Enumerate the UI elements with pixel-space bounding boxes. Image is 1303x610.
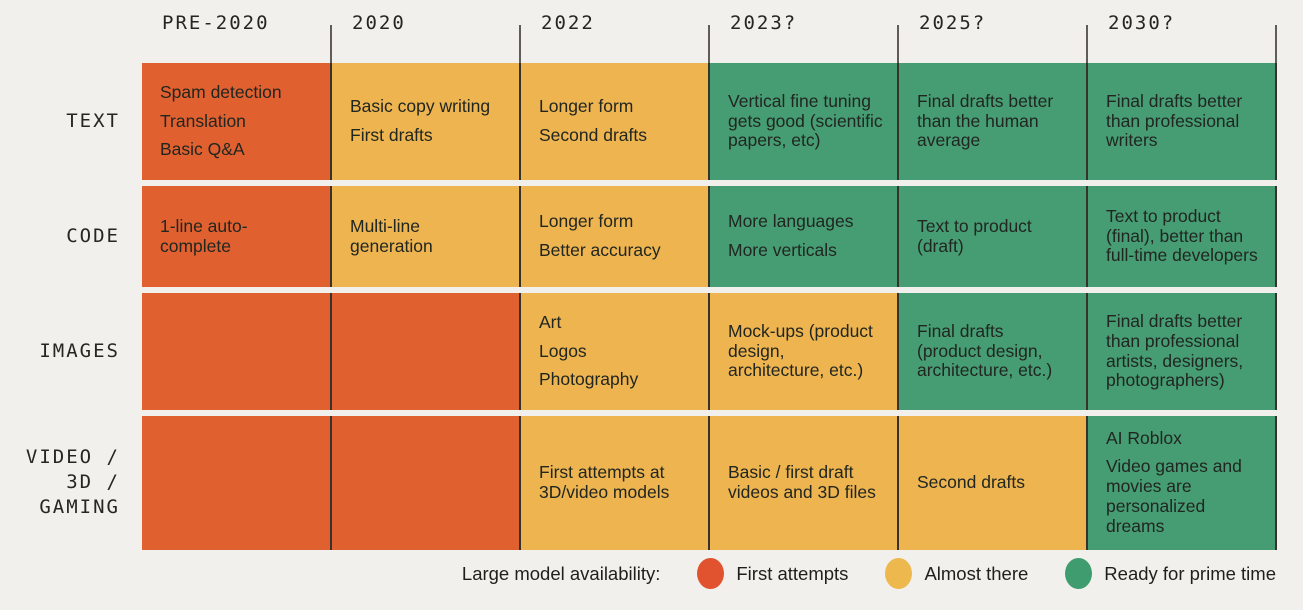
matrix-cell: Text to product (draft) — [899, 186, 1088, 287]
cell-text: Basic / first draft videos and 3D files — [728, 461, 876, 502]
matrix-cell-empty — [332, 293, 521, 410]
green-dot-icon — [1065, 558, 1093, 589]
cell-text: Photography — [539, 369, 639, 390]
matrix-cell: Final drafts better than professional wr… — [1088, 63, 1277, 180]
cell-text: Second drafts — [917, 471, 1025, 492]
matrix-cell-empty — [142, 293, 332, 410]
corner-spacer — [0, 0, 142, 63]
column-header-2030: 2030? — [1088, 0, 1277, 63]
column-header-row: PRE-2020 2020 2022 2023? 2025? 2030? — [0, 0, 1303, 63]
matrix-cell: Text to product (final), better than ful… — [1088, 186, 1277, 287]
cell-text: Logos — [539, 340, 587, 361]
legend-title: Large model availability: — [461, 562, 661, 584]
matrix-row-code: CODE 1-line auto-complete Multi-line gen… — [0, 186, 1303, 287]
cell-text: Better accuracy — [539, 240, 661, 260]
matrix-cell-empty — [332, 416, 521, 550]
matrix-row-text: TEXT Spam detection Translation Basic Q&… — [0, 63, 1303, 180]
matrix-cell: Mock-ups (product design, architecture, … — [710, 293, 899, 410]
cell-text: Vertical fine tuning gets good (scientif… — [728, 90, 883, 151]
matrix-cell-empty — [142, 416, 332, 550]
legend-label: Ready for prime time — [1104, 562, 1276, 584]
cell-text: First drafts — [350, 125, 433, 145]
cell-text: Longer form — [539, 211, 634, 232]
matrix-cell: 1-line auto-complete — [142, 186, 332, 287]
matrix-cell: Vertical fine tuning gets good (scientif… — [710, 63, 899, 180]
matrix-cell: Final drafts better than the human avera… — [899, 63, 1088, 180]
cell-text: Video games and movies are personalized … — [1106, 456, 1242, 537]
capability-matrix: PRE-2020 2020 2022 2023? 2025? 2030? TEX… — [0, 0, 1303, 589]
cell-text: More languages — [728, 211, 854, 232]
legend-item-almost-there: Almost there — [885, 558, 1028, 589]
matrix-cell: Second drafts — [899, 416, 1088, 550]
matrix-cell: Final drafts better than professional ar… — [1088, 293, 1277, 410]
matrix-row-images: IMAGES Art Logos Photography Mock-ups (p… — [0, 293, 1303, 410]
row-label-text: TEXT — [66, 110, 120, 132]
matrix-cell: Basic / first draft videos and 3D files — [710, 416, 899, 550]
matrix-cell: AI Roblox Video games and movies are per… — [1088, 416, 1277, 550]
column-header-2020: 2020 — [332, 0, 521, 63]
orange-dot-icon — [697, 558, 725, 589]
legend: Large model availability: First attempts… — [0, 558, 1276, 589]
legend-item-ready-for-prime-time: Ready for prime time — [1065, 558, 1276, 589]
legend-item-first-attempts: First attempts — [697, 558, 848, 589]
matrix-cell: Longer form Second drafts — [521, 63, 710, 180]
column-header-2023: 2023? — [710, 0, 899, 63]
legend-label: Almost there — [924, 562, 1029, 584]
cell-text: AI Roblox — [1106, 427, 1182, 448]
legend-label: First attempts — [736, 562, 849, 584]
row-label-code: CODE — [66, 225, 120, 247]
cell-text: Mock-ups (product design, architecture, … — [728, 320, 873, 381]
row-label-images: IMAGES — [39, 340, 120, 362]
cell-text: Translation — [160, 110, 246, 131]
column-header-2022: 2022 — [521, 0, 710, 63]
column-header-2025: 2025? — [899, 0, 1088, 63]
matrix-cell: Basic copy writing First drafts — [332, 63, 521, 180]
matrix-cell: Art Logos Photography — [521, 293, 710, 410]
cell-text: Basic Q&A — [160, 139, 245, 160]
cell-text: Spam detection — [160, 81, 282, 102]
cell-text: First attempts at 3D/video models — [539, 461, 670, 502]
matrix-cell: Longer form Better accuracy — [521, 186, 710, 287]
matrix-cell: Final drafts (product design, architectu… — [899, 293, 1088, 410]
cell-text: Longer form — [539, 96, 634, 117]
cell-text: Final drafts (product design, architectu… — [917, 320, 1053, 381]
cell-text: Final drafts better than the human avera… — [917, 90, 1054, 151]
cell-text: Second drafts — [539, 125, 647, 145]
cell-text: More verticals — [728, 240, 837, 260]
matrix-cell: First attempts at 3D/video models — [521, 416, 710, 550]
cell-text: Multi-line generation — [350, 215, 433, 256]
cell-text: Text to product (draft) — [917, 215, 1032, 256]
matrix-cell: More languages More verticals — [710, 186, 899, 287]
matrix-cell: Multi-line generation — [332, 186, 521, 287]
matrix-cell: Spam detection Translation Basic Q&A — [142, 63, 332, 180]
cell-text: Final drafts better than professional wr… — [1106, 90, 1243, 151]
cell-text: Text to product (final), better than ful… — [1106, 205, 1258, 266]
row-label-video-3d-gaming: VIDEO / 3D / GAMING — [25, 446, 120, 519]
yellow-dot-icon — [885, 558, 913, 589]
cell-text: Basic copy writing — [350, 96, 491, 117]
cell-text: 1-line auto-complete — [160, 215, 248, 256]
cell-text: Art — [539, 311, 562, 332]
matrix-row-video-3d-gaming: VIDEO / 3D / GAMING First attempts at 3D… — [0, 416, 1303, 550]
cell-text: Final drafts better than professional ar… — [1106, 310, 1244, 391]
column-header-pre-2020: PRE-2020 — [142, 0, 332, 63]
